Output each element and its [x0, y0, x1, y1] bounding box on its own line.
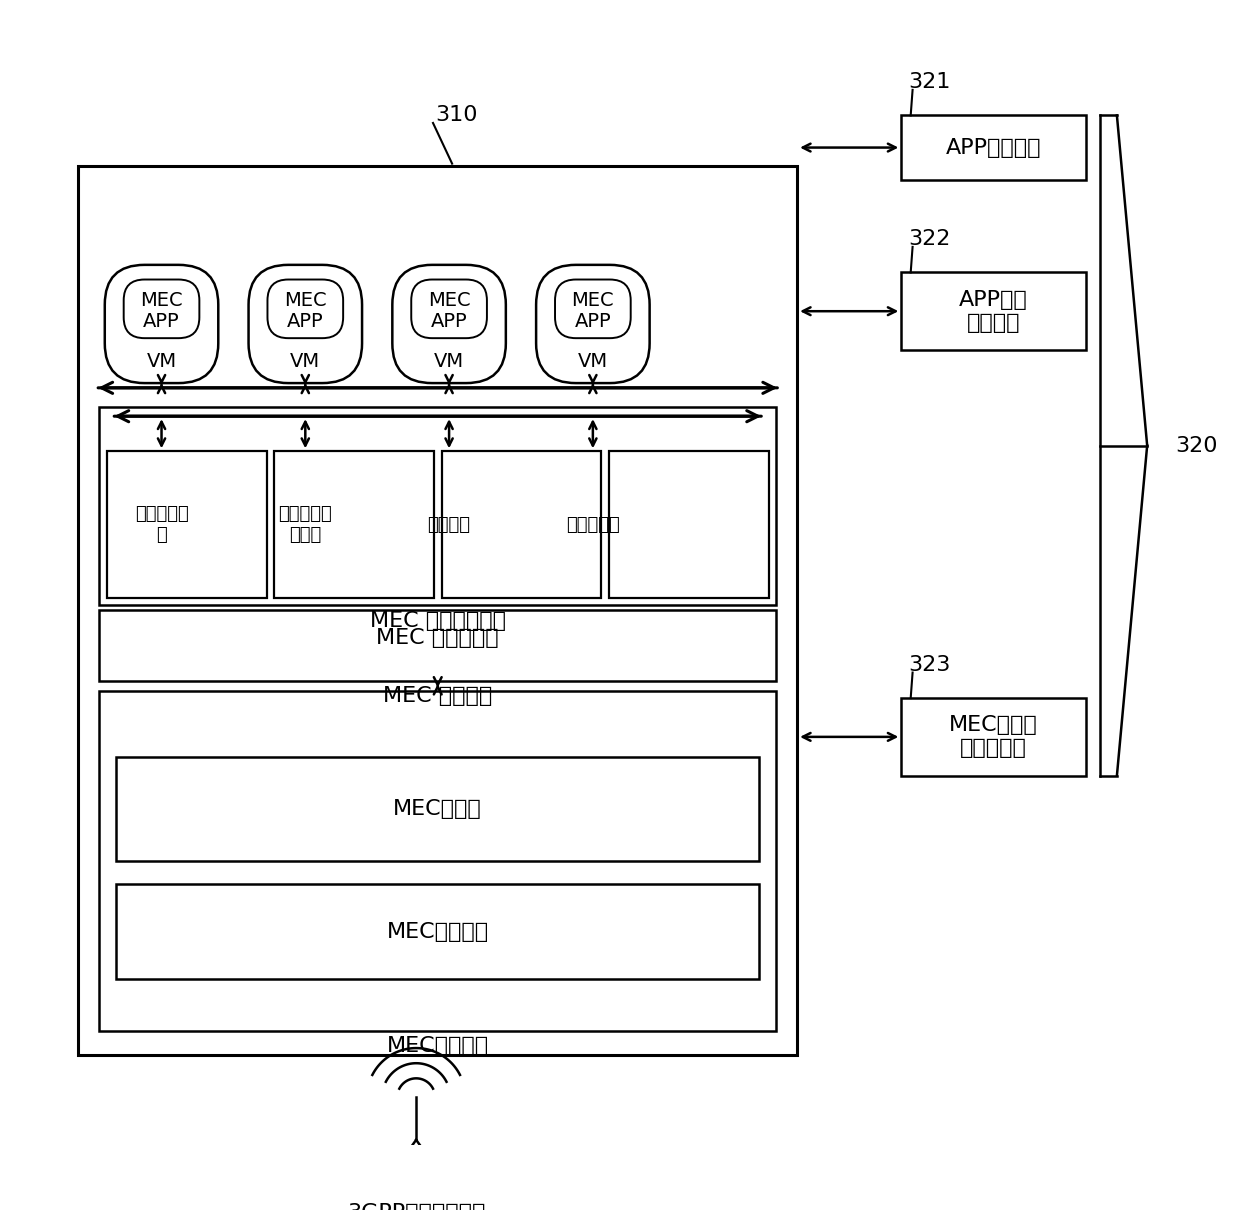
Text: VM: VM: [434, 352, 464, 371]
Text: 310: 310: [435, 105, 477, 126]
Text: APP: APP: [574, 312, 611, 332]
Text: APP: APP: [430, 312, 467, 332]
FancyBboxPatch shape: [412, 280, 487, 338]
Text: APP管理系统: APP管理系统: [946, 138, 1042, 157]
Bar: [901, 272, 1086, 350]
Text: 3GPP无线网络元件: 3GPP无线网络元件: [347, 1203, 485, 1210]
Text: APP: APP: [143, 312, 180, 332]
Text: MEC: MEC: [572, 290, 614, 310]
Text: APP: APP: [286, 312, 324, 332]
Bar: [901, 698, 1086, 776]
Text: 321: 321: [909, 73, 951, 92]
Text: VM: VM: [578, 352, 608, 371]
Text: VM: VM: [290, 352, 320, 371]
Bar: [117, 756, 759, 860]
Text: MEC 应用平台: MEC 应用平台: [383, 686, 492, 707]
Text: MEC主机架
构管理系统: MEC主机架 构管理系统: [949, 715, 1038, 759]
Bar: [441, 451, 601, 598]
Bar: [274, 451, 434, 598]
Bar: [609, 451, 769, 598]
Bar: [78, 166, 797, 1055]
Text: MEC硬件资源: MEC硬件资源: [387, 922, 489, 941]
Text: MEC: MEC: [140, 290, 182, 310]
Text: 通信服务: 通信服务: [428, 515, 471, 534]
Text: 323: 323: [909, 655, 951, 675]
Text: MEC 应用平台服务: MEC 应用平台服务: [370, 611, 506, 630]
Text: MEC主机架构: MEC主机架构: [387, 1036, 489, 1056]
FancyBboxPatch shape: [124, 280, 200, 338]
Text: APP平台
管理系统: APP平台 管理系统: [959, 289, 1028, 333]
FancyBboxPatch shape: [268, 280, 343, 338]
Text: MEC: MEC: [284, 290, 326, 310]
Text: 流量卸载功
能: 流量卸载功 能: [135, 505, 188, 544]
FancyBboxPatch shape: [392, 265, 506, 384]
FancyBboxPatch shape: [248, 265, 362, 384]
FancyBboxPatch shape: [556, 280, 631, 338]
Text: 服务注册表: 服务注册表: [565, 515, 620, 534]
Text: MEC 虚拟化管理: MEC 虚拟化管理: [377, 628, 498, 649]
Text: VM: VM: [146, 352, 176, 371]
Bar: [117, 885, 759, 979]
Bar: [99, 691, 776, 1031]
Bar: [99, 407, 776, 605]
Bar: [901, 115, 1086, 180]
Text: 无线网络信
息服务: 无线网络信 息服务: [279, 505, 332, 544]
FancyBboxPatch shape: [104, 265, 218, 384]
Text: MEC: MEC: [428, 290, 470, 310]
Bar: [99, 610, 776, 681]
Text: 320: 320: [1176, 436, 1218, 455]
Text: MEC虚拟层: MEC虚拟层: [393, 799, 482, 819]
Bar: [107, 451, 267, 598]
FancyBboxPatch shape: [536, 265, 650, 384]
Text: 322: 322: [909, 230, 951, 249]
